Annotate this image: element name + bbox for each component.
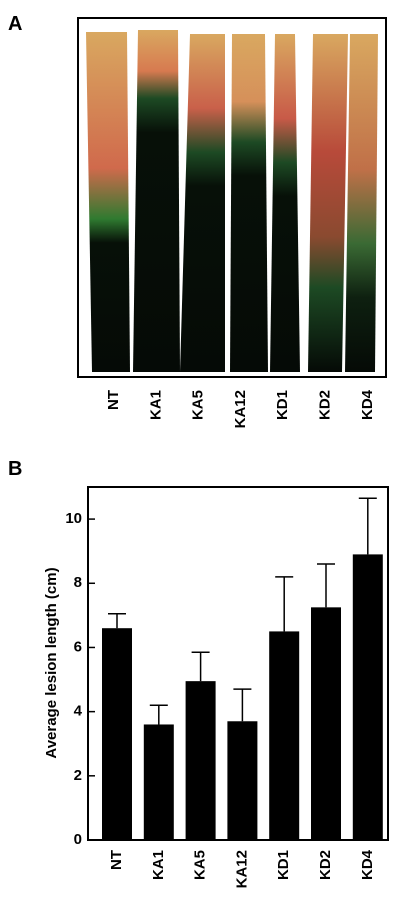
bar xyxy=(227,721,258,840)
leaf xyxy=(345,34,378,372)
leaf-label: KA5 xyxy=(190,390,207,420)
x-tick-label: KD1 xyxy=(275,850,292,880)
panel-label: B xyxy=(8,458,22,480)
bar xyxy=(143,724,174,840)
leaf xyxy=(180,34,225,372)
bar xyxy=(352,554,383,840)
y-tick-label: 4 xyxy=(74,703,83,720)
leaf xyxy=(86,32,130,372)
leaf xyxy=(133,30,180,372)
leaf-label: KD4 xyxy=(359,389,376,420)
leaf-label: KA1 xyxy=(147,390,164,420)
leaf-label: KD1 xyxy=(274,390,291,420)
leaf-photo xyxy=(77,17,387,378)
leaf xyxy=(308,34,348,372)
panel-label: A xyxy=(8,13,22,35)
bar xyxy=(269,631,300,840)
leaf xyxy=(270,34,300,372)
x-tick-label: NT xyxy=(108,850,125,870)
x-tick-label: KD2 xyxy=(317,850,334,880)
y-tick-label: 6 xyxy=(74,638,82,655)
y-tick-label: 8 xyxy=(74,574,82,591)
y-tick-label: 0 xyxy=(74,831,82,848)
x-tick-label: KD4 xyxy=(359,849,376,880)
x-tick-label: KA5 xyxy=(192,850,209,880)
bar xyxy=(311,607,341,840)
leaf xyxy=(230,34,268,372)
leaf-label: KD2 xyxy=(316,390,333,420)
y-tick-label: 2 xyxy=(74,767,82,784)
leaf-label: KA12 xyxy=(232,390,249,428)
bar xyxy=(185,681,216,840)
y-tick-label: 10 xyxy=(65,510,82,527)
bar xyxy=(102,628,132,840)
x-tick-label: KA12 xyxy=(233,850,250,888)
leaf-label: NT xyxy=(105,390,122,410)
y-axis-label: Average lesion length (cm) xyxy=(43,567,60,758)
x-tick-label: KA1 xyxy=(150,850,167,880)
